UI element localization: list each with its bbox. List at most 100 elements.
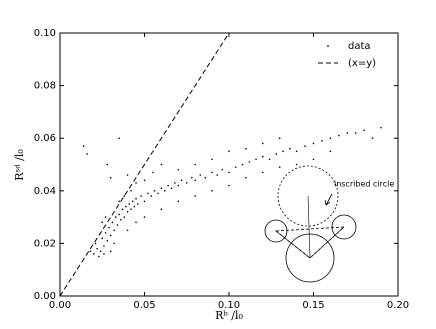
data-point <box>380 126 382 129</box>
data-point <box>234 166 237 168</box>
data-point <box>126 229 129 232</box>
data-point <box>108 226 110 229</box>
data-point <box>136 203 139 205</box>
data-point <box>147 192 149 195</box>
data-point <box>354 132 357 134</box>
data-point <box>204 176 207 179</box>
data-point <box>289 147 291 150</box>
data-point <box>104 216 107 218</box>
data-point <box>118 200 120 203</box>
data-point <box>180 179 183 182</box>
data-point <box>96 247 98 250</box>
data-point <box>98 255 100 258</box>
data-point <box>130 190 132 192</box>
data-point <box>135 197 137 200</box>
legend-marker <box>327 45 329 47</box>
data-point <box>93 253 95 255</box>
data-point <box>262 171 264 174</box>
data-point <box>177 200 180 203</box>
circle <box>331 214 357 240</box>
data-point <box>194 195 196 197</box>
data-point <box>338 134 340 137</box>
data-point <box>185 182 188 184</box>
data-point <box>363 129 366 132</box>
data-point <box>199 174 202 176</box>
data-point <box>221 168 224 171</box>
data-point <box>248 161 251 163</box>
data-point <box>130 208 132 211</box>
y-tick-label: 0.06 <box>34 133 56 144</box>
data-point <box>241 163 244 166</box>
data-point <box>89 250 92 253</box>
y-tick-label: 0.10 <box>34 28 56 39</box>
x-tick-label: 0.00 <box>49 300 71 311</box>
data-point <box>228 150 230 153</box>
data-point <box>191 176 193 179</box>
data-point <box>103 253 105 255</box>
data-point <box>312 142 315 145</box>
data-point <box>133 205 136 208</box>
data-point <box>153 190 156 192</box>
data-point <box>275 153 278 155</box>
data-point <box>121 208 124 211</box>
data-point <box>278 137 281 139</box>
plot-frame <box>59 32 399 297</box>
inscribed-circle <box>277 165 339 227</box>
data-point <box>143 200 146 203</box>
data-point <box>304 145 306 147</box>
x-tick-label: 0.10 <box>218 300 240 311</box>
legend-label: data <box>348 41 371 52</box>
data-point <box>86 153 88 155</box>
data-point <box>228 171 230 174</box>
data-point <box>126 174 129 176</box>
data-point <box>371 137 374 139</box>
data-point <box>295 163 298 166</box>
data-point <box>123 195 126 197</box>
data-point <box>245 176 247 179</box>
data-point <box>228 184 230 187</box>
annotation: inscribed circle <box>334 180 394 189</box>
circle <box>285 233 335 283</box>
reference-line <box>59 32 230 297</box>
data-point <box>194 163 196 166</box>
data-point <box>152 171 154 174</box>
data-point <box>177 184 180 187</box>
data-point <box>282 150 284 153</box>
data-point <box>113 229 115 232</box>
data-point <box>268 158 271 161</box>
data-point <box>135 182 137 184</box>
data-point <box>245 147 247 150</box>
y-tick-label: 0.02 <box>34 238 56 249</box>
data-point <box>104 232 107 234</box>
data-point <box>170 187 173 189</box>
data-point <box>211 171 213 174</box>
arrow <box>324 193 333 206</box>
data-point <box>150 195 153 197</box>
data-point <box>140 195 142 197</box>
data-point <box>329 137 332 139</box>
data-point <box>321 140 323 142</box>
data-point <box>177 168 180 171</box>
legend-label: (x=y) <box>348 58 376 69</box>
y-tick-label: 0.04 <box>34 186 56 197</box>
data-point <box>346 132 349 134</box>
data-point <box>160 187 163 189</box>
data-point <box>174 182 176 184</box>
data-point <box>163 190 166 192</box>
data-point <box>123 216 126 218</box>
x-tick-label: 0.15 <box>302 300 324 311</box>
data-point <box>160 208 163 211</box>
data-point <box>329 150 332 153</box>
data-point <box>82 145 85 147</box>
data-point <box>125 205 127 208</box>
data-point <box>157 192 159 195</box>
data-point <box>262 155 264 158</box>
data-point <box>143 179 146 182</box>
data-point <box>109 176 112 179</box>
data-point <box>101 221 104 224</box>
data-point <box>113 242 115 245</box>
data-point <box>167 184 169 187</box>
data-point <box>128 203 131 205</box>
data-point <box>312 158 315 161</box>
